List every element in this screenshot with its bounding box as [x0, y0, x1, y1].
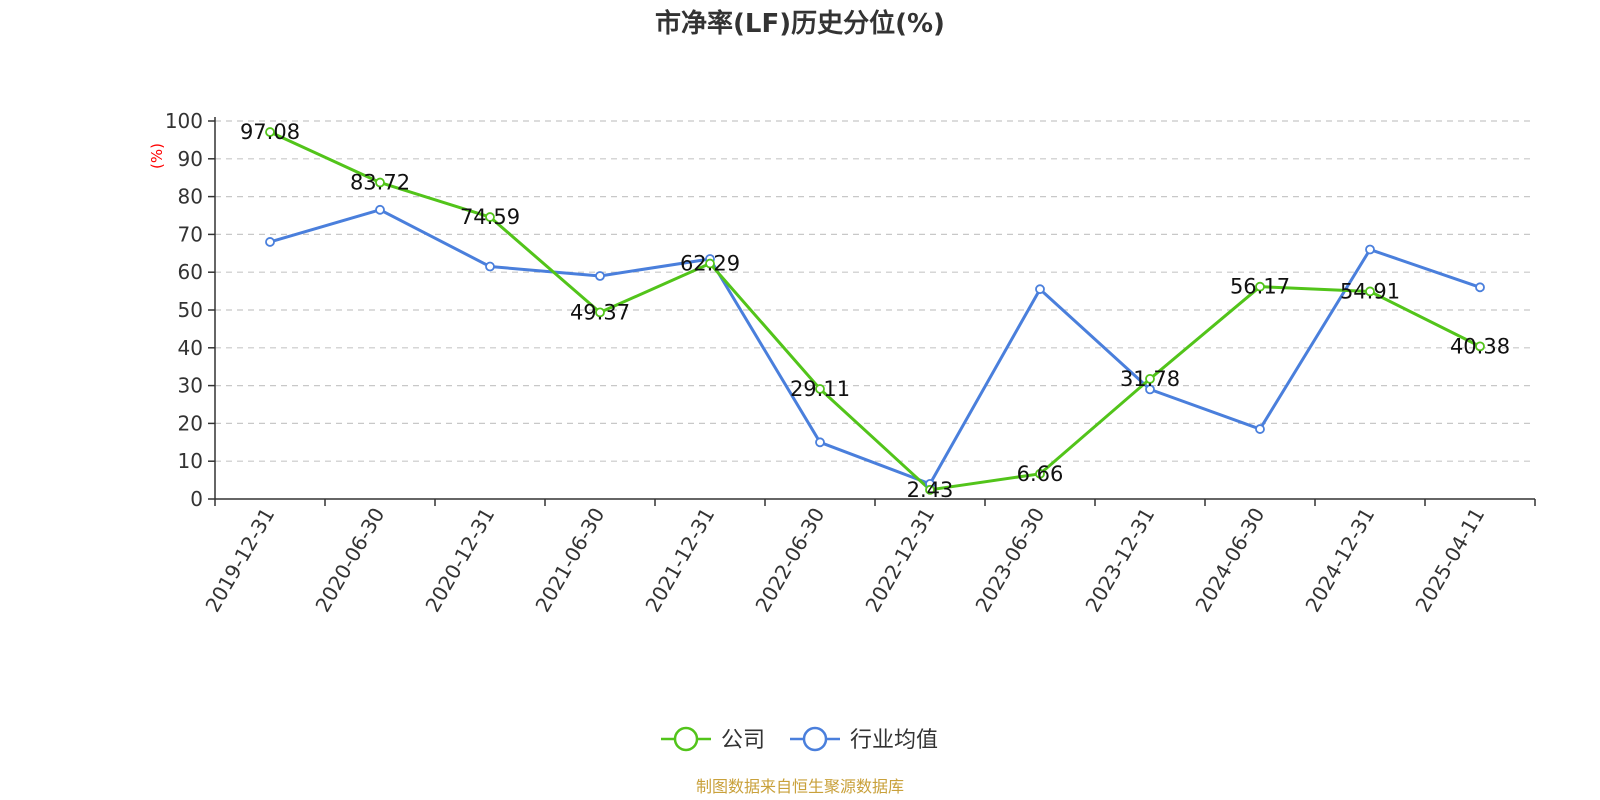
- data-point: [815, 384, 825, 394]
- data-label: 74.59: [460, 205, 520, 229]
- x-tick-label: 2021-06-30: [530, 504, 609, 617]
- y-tick-label: 0: [190, 487, 203, 511]
- data-point: [1035, 468, 1045, 479]
- legend-label: 行业均值: [850, 728, 938, 753]
- series-line-0: [269, 130, 1481, 492]
- data-label: 2.43: [907, 478, 954, 502]
- data-point: [1145, 373, 1155, 384]
- legend[interactable]: 公司 行业均值: [661, 726, 938, 753]
- data-label: 40.38: [1450, 334, 1510, 358]
- data-point: [1475, 341, 1485, 352]
- x-tick-label: 2020-12-31: [420, 504, 499, 617]
- data-label: 49.37: [570, 300, 630, 324]
- y-tick-label: 10: [178, 449, 203, 473]
- legend-marker: [802, 726, 828, 752]
- data-point: [595, 271, 605, 281]
- y-tick-label: 40: [178, 336, 203, 360]
- data-point: [815, 437, 825, 448]
- data-label: 31.78: [1120, 367, 1180, 391]
- y-tick-label: 90: [178, 147, 203, 171]
- y-tick-label: 100: [165, 109, 203, 133]
- data-point: [925, 484, 935, 495]
- x-tick-label: 2023-06-30: [970, 504, 1049, 617]
- legend-marker: [673, 726, 699, 752]
- x-axis-ticks: 2019-12-31 2020-06-30 2020-12-31 2021-06-30…: [200, 499, 1536, 617]
- data-point: [1365, 244, 1375, 255]
- chart-title: 市净率(LF)历史分位(%): [655, 8, 945, 39]
- source-note: 制图数据来自恒生聚源数据库: [696, 777, 904, 796]
- axes: [214, 117, 1535, 500]
- legend-item[interactable]: 公司: [661, 726, 765, 753]
- data-point: [705, 258, 715, 269]
- x-tick-label: 2020-06-30: [310, 504, 389, 617]
- grid-lines: [215, 120, 1535, 462]
- x-tick-label: 2023-12-31: [1080, 504, 1159, 617]
- y-tick-label: 80: [178, 185, 203, 209]
- data-label: 29.11: [790, 377, 850, 401]
- data-point: [265, 237, 275, 247]
- legend-label: 公司: [721, 728, 765, 753]
- data-point: [375, 177, 385, 188]
- data-point: [1145, 384, 1155, 395]
- data-label: 54.91: [1340, 279, 1400, 303]
- data-point: [1365, 286, 1375, 297]
- x-tick-label: 2019-12-31: [200, 504, 279, 617]
- y-axis-unit: (%): [148, 143, 166, 169]
- x-tick-label: 2025-04-11: [1410, 504, 1489, 617]
- data-label: 62.29: [680, 252, 740, 276]
- series-group: [265, 127, 1485, 495]
- data-labels: 97.08 83.72 74.59 49.37 62.29 29.11 2.43 6.66 31…: [240, 120, 1510, 502]
- data-point: [1255, 281, 1265, 292]
- data-point: [265, 127, 275, 137]
- data-label: 97.08: [240, 120, 300, 144]
- y-axis-ticks: 0 10 20 30 40 50 60 70 80 90 100: [165, 109, 215, 511]
- data-point: [485, 261, 495, 272]
- data-point: [485, 212, 495, 222]
- data-point: [1255, 424, 1265, 434]
- x-tick-label: 2024-06-30: [1190, 504, 1269, 617]
- y-tick-label: 60: [178, 260, 203, 284]
- series-line-1: [269, 208, 1481, 486]
- x-tick-label: 2022-06-30: [750, 504, 829, 617]
- x-tick-label: 2024-12-31: [1300, 504, 1379, 617]
- y-tick-label: 70: [178, 222, 203, 246]
- legend-item[interactable]: 行业均值: [790, 726, 938, 753]
- data-point: [595, 307, 605, 318]
- x-tick-label: 2021-12-31: [640, 504, 719, 617]
- data-point: [1475, 282, 1485, 293]
- data-label: 6.66: [1017, 462, 1064, 486]
- data-label: 56.17: [1230, 275, 1290, 299]
- y-tick-label: 50: [178, 298, 203, 322]
- data-point: [1035, 284, 1045, 295]
- y-tick-label: 30: [178, 374, 203, 398]
- y-tick-label: 20: [178, 411, 203, 435]
- data-label: 83.72: [350, 171, 410, 195]
- data-point: [375, 204, 385, 215]
- x-tick-label: 2022-12-31: [860, 504, 939, 617]
